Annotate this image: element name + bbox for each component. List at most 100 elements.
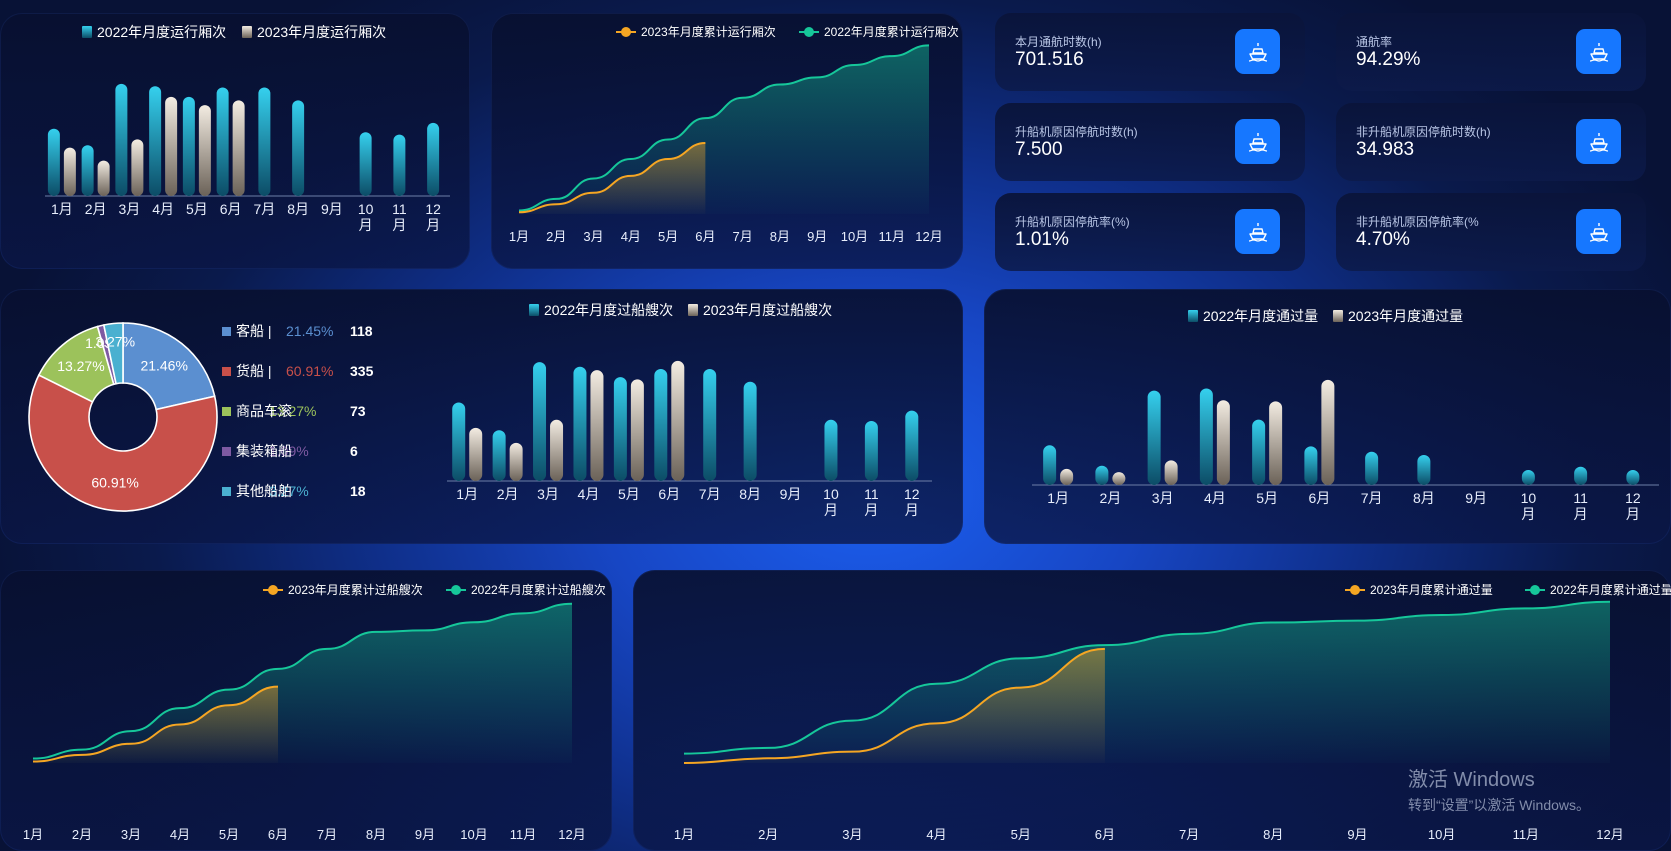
line-2023 (683, 647, 1105, 764)
bar-2022 (1147, 390, 1161, 485)
kpi-value: 4.70% (1356, 229, 1410, 250)
legend-marker (451, 585, 461, 595)
x-tick-label: 4月 (578, 486, 600, 502)
x-tick-label: 4月 (621, 229, 641, 244)
bar-2022 (1574, 466, 1588, 485)
legend-swatch (688, 304, 698, 316)
kpi-label: 升船机原因停航率(%) (1015, 215, 1130, 229)
bar-2022 (81, 145, 94, 196)
x-tick-label: 月 (905, 502, 919, 518)
area-2022 (33, 603, 572, 763)
line-2023 (32, 685, 279, 763)
kpi-label: 非升船机原因停航率(% (1356, 215, 1479, 229)
bar-2022 (1043, 445, 1057, 485)
area-2023 (519, 143, 706, 214)
ship-icon[interactable] (1235, 119, 1280, 164)
x-tick-label: 9月 (807, 229, 827, 244)
bar-2023 (1216, 400, 1230, 485)
x-tick-label: 5月 (658, 229, 678, 244)
bar-2022 (824, 419, 838, 481)
x-tick-label: 2月 (546, 229, 566, 244)
donut-slice-label: 21.46% (140, 357, 187, 373)
x-tick-label: 6月 (1308, 490, 1330, 506)
x-tick-label: 1月 (674, 827, 694, 842)
ship-icon[interactable] (1235, 209, 1280, 254)
x-tick-label: 5月 (1256, 490, 1278, 506)
x-tick-label: 10 (823, 486, 839, 502)
bar-2023 (1164, 460, 1178, 485)
x-tick-label: 11 (864, 486, 879, 502)
legend-swatch (222, 487, 231, 496)
kpi-card-lift-stop-hours: 升船机原因停航时数(h) 7.500 (995, 103, 1305, 181)
windows-activation-watermark: 激活 Windows 转到“设置”以激活 Windows。 (1408, 763, 1590, 815)
bar-2022 (703, 369, 717, 481)
x-tick-label: 6月 (1095, 827, 1115, 842)
x-tick-label: 8月 (366, 827, 386, 842)
bar-2022 (905, 410, 919, 481)
x-tick-label: 8月 (770, 229, 790, 244)
legend-label: 2022年月度运行厢次 (97, 24, 226, 40)
bar-2023 (165, 96, 178, 196)
x-tick-label: 3月 (537, 486, 559, 502)
x-tick-label: 11月 (510, 827, 537, 842)
ship-icon-glyph (1248, 222, 1267, 242)
kpi-value: 34.983 (1356, 139, 1415, 160)
legend-swatch (1333, 310, 1343, 322)
donut-slice (102, 322, 124, 385)
panel-monthly-flow: 2022年月度通过量 2023年月度通过量 1月 2月 3月 4月 5月 6月 7月 8月 9月 10… (984, 289, 1671, 544)
kpi-value: 701.516 (1015, 49, 1084, 70)
legend-label: 2022年月度累计运行厢次 (824, 24, 959, 39)
bar-2022 (573, 366, 587, 481)
x-tick-label: 8月 (1263, 827, 1283, 842)
ship-icon[interactable] (1576, 119, 1621, 164)
x-tick-label: 7月 (317, 827, 337, 842)
panel-monthly-runs: 2022年月度运行厢次 2023年月度运行厢次 1月 2月 3月 4月 5月 6月 7月 8月 9月… (0, 13, 470, 269)
x-tick-label: 6月 (268, 827, 288, 842)
x-tick-label: 4月 (926, 827, 946, 842)
x-tick-label: 月 (824, 502, 838, 518)
legend-label: 2023年月度过船艘次 (703, 302, 832, 318)
ship-icon-glyph (1248, 132, 1267, 152)
legend-count: 18 (350, 483, 366, 499)
bar-2022 (149, 86, 162, 196)
bar-2023 (63, 147, 76, 196)
kpi-label: 升船机原因停航时数(h) (1015, 125, 1138, 139)
bar-2023 (550, 419, 564, 481)
ship-icon[interactable] (1235, 29, 1280, 74)
x-tick-label: 1月 (456, 486, 478, 502)
ship-icon[interactable] (1576, 29, 1621, 74)
kpi-label: 本月通航时数(h) (1015, 35, 1102, 49)
legend-marker (1350, 585, 1360, 595)
legend-percent: 21.45% (286, 323, 334, 339)
x-tick-label: 2月 (758, 827, 778, 842)
legend-marker (621, 27, 631, 37)
legend-count: 335 (350, 363, 374, 379)
legend-name: 商品车滚 (236, 403, 292, 419)
legend-percent: 60.91% (286, 363, 334, 379)
x-tick-label: 12月 (1596, 827, 1623, 842)
x-tick-label: 8月 (1413, 490, 1435, 506)
legend-swatch (242, 26, 252, 38)
x-tick-label: 5月 (618, 486, 640, 502)
x-tick-label: 6月 (695, 229, 715, 244)
ship-icon[interactable] (1576, 209, 1621, 254)
bar-2022 (359, 132, 372, 196)
x-tick-label: 2月 (72, 827, 92, 842)
bar-2022 (533, 362, 547, 481)
kpi-value: 1.01% (1015, 229, 1069, 250)
area-2022 (519, 45, 929, 214)
legend-label: 2023年月度通过量 (1348, 308, 1463, 324)
bar-2022 (1626, 469, 1640, 485)
x-tick-label: 月 (359, 217, 373, 233)
legend-label: 2022年月度累计过船艘次 (471, 582, 606, 597)
legend-swatch (529, 304, 539, 316)
watermark-hint: 转到“设置”以激活 Windows。 (1408, 797, 1591, 813)
area-2023 (33, 686, 278, 763)
legend-swatch (222, 447, 231, 456)
x-tick-label: 月 (1626, 506, 1640, 522)
bar-2022 (47, 128, 60, 196)
legend-swatch (222, 327, 231, 336)
legend-marker (804, 27, 814, 37)
area-2023 (684, 648, 1105, 763)
chart-monthly-runs: 2022年月度运行厢次 2023年月度运行厢次 1月 2月 3月 4月 5月 6月 7月 8月 9月… (45, 24, 450, 233)
